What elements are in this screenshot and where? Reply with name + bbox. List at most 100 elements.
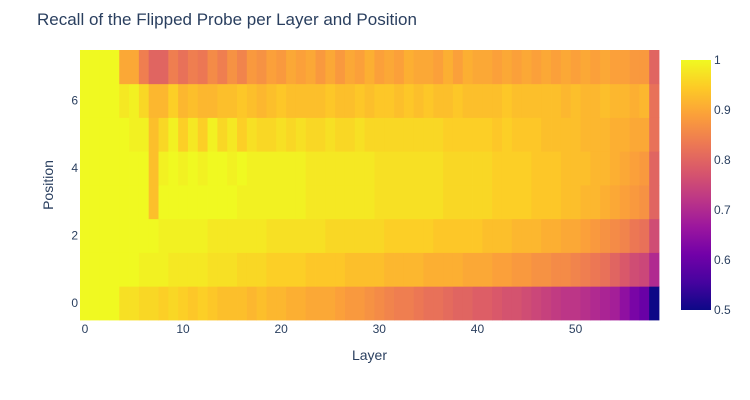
colorbar-tick-label: 1 — [714, 53, 721, 67]
heatmap-cell — [168, 185, 179, 220]
heatmap-cell — [649, 286, 660, 321]
heatmap-cell — [237, 252, 248, 287]
heatmap-cell — [403, 252, 415, 287]
heatmap-cell — [129, 252, 140, 287]
heatmap-cell — [541, 50, 552, 85]
heatmap-cell — [286, 218, 297, 253]
heatmap-cell — [119, 286, 130, 321]
heatmap-cell — [394, 117, 405, 152]
heatmap-cell — [305, 50, 316, 85]
heatmap-cell — [266, 286, 277, 321]
heatmap-cell — [570, 151, 581, 186]
heatmap-cell — [560, 151, 572, 186]
heatmap-cell — [462, 50, 473, 85]
heatmap-cell — [629, 117, 640, 152]
heatmap-cell — [129, 218, 140, 253]
heatmap-cell — [443, 117, 454, 152]
heatmap-cell — [590, 50, 601, 85]
heatmap-cell — [315, 218, 326, 253]
heatmap-cell — [217, 252, 228, 287]
heatmap-cell — [570, 83, 581, 118]
heatmap-cell — [148, 252, 159, 287]
heatmap-cell — [403, 218, 415, 253]
heatmap-cell — [246, 50, 258, 85]
heatmap-cell — [129, 117, 140, 152]
heatmap-cell — [452, 286, 464, 321]
heatmap-cell — [570, 218, 581, 253]
heatmap-cell — [590, 252, 601, 287]
heatmap-cell — [501, 50, 513, 85]
heatmap-cell — [541, 286, 552, 321]
heatmap-cell — [551, 252, 562, 287]
heatmap-cell — [354, 286, 365, 321]
heatmap-cell — [609, 252, 621, 287]
y-axis-ticks: 0 2 4 6 — [71, 94, 78, 311]
heatmap-cell — [89, 286, 101, 321]
heatmap-cell — [384, 151, 395, 186]
heatmap-cell — [374, 218, 385, 253]
heatmap-cell — [560, 50, 572, 85]
heatmap-cell — [197, 117, 208, 152]
heatmap-cell — [80, 252, 91, 287]
heatmap-cell — [305, 218, 316, 253]
heatmap-cell — [109, 83, 120, 118]
heatmap-cell — [531, 185, 542, 220]
heatmap-cell — [325, 151, 336, 186]
heatmap-cell — [501, 286, 513, 321]
heatmap-cell — [148, 286, 159, 321]
heatmap-cell — [207, 185, 218, 220]
heatmap-cell — [148, 83, 159, 118]
heatmap-cell — [472, 50, 483, 85]
heatmap-cell — [335, 151, 346, 186]
heatmap-cell — [168, 218, 179, 253]
heatmap-cell — [423, 117, 434, 152]
heatmap-cell — [482, 151, 493, 186]
heatmap-cell — [472, 151, 483, 186]
heatmap-cell — [492, 117, 503, 152]
heatmap-cell — [129, 185, 140, 220]
heatmap-cell — [246, 218, 258, 253]
heatmap-cell — [609, 117, 621, 152]
heatmap-cell — [619, 286, 630, 321]
heatmap-cell — [374, 83, 385, 118]
heatmap-cell — [246, 252, 258, 287]
heatmap-cell — [227, 252, 238, 287]
heatmap-cell — [609, 83, 621, 118]
heatmap-cell — [197, 252, 208, 287]
heatmap-cell — [433, 50, 444, 85]
heatmap-cell — [619, 185, 630, 220]
heatmap-cell — [423, 252, 434, 287]
heatmap-cell — [394, 252, 405, 287]
heatmap-cell — [335, 50, 346, 85]
heatmap-cell — [521, 218, 532, 253]
heatmap-cell — [187, 151, 199, 186]
heatmap-cell — [335, 117, 346, 152]
heatmap-cell — [394, 286, 405, 321]
heatmap-cell — [384, 252, 395, 287]
heatmap-cell — [482, 50, 493, 85]
heatmap-cell — [138, 185, 150, 220]
heatmap-cell — [119, 252, 130, 287]
heatmap-cell — [207, 50, 218, 85]
heatmap-cell — [129, 286, 140, 321]
heatmap-cell — [276, 50, 287, 85]
colorbar-tick-label: 0.9 — [714, 103, 731, 117]
heatmap-cell — [237, 218, 248, 253]
heatmap-cell — [511, 286, 523, 321]
heatmap-cell — [394, 185, 405, 220]
heatmap-cell — [246, 286, 258, 321]
heatmap-cell — [384, 218, 395, 253]
colorbar-tick-label: 0.6 — [714, 253, 731, 267]
heatmap-cell — [109, 50, 120, 85]
heatmap-cell — [178, 117, 189, 152]
heatmap-cell — [148, 50, 159, 85]
heatmap-cell — [80, 218, 91, 253]
heatmap-cell — [256, 50, 267, 85]
heatmap-cell — [590, 83, 601, 118]
heatmap-cell — [99, 117, 110, 152]
heatmap-cell — [158, 83, 169, 118]
heatmap-cell — [482, 252, 493, 287]
heatmap-cell — [364, 83, 375, 118]
heatmap-cell — [452, 50, 464, 85]
heatmap-cell — [629, 286, 640, 321]
